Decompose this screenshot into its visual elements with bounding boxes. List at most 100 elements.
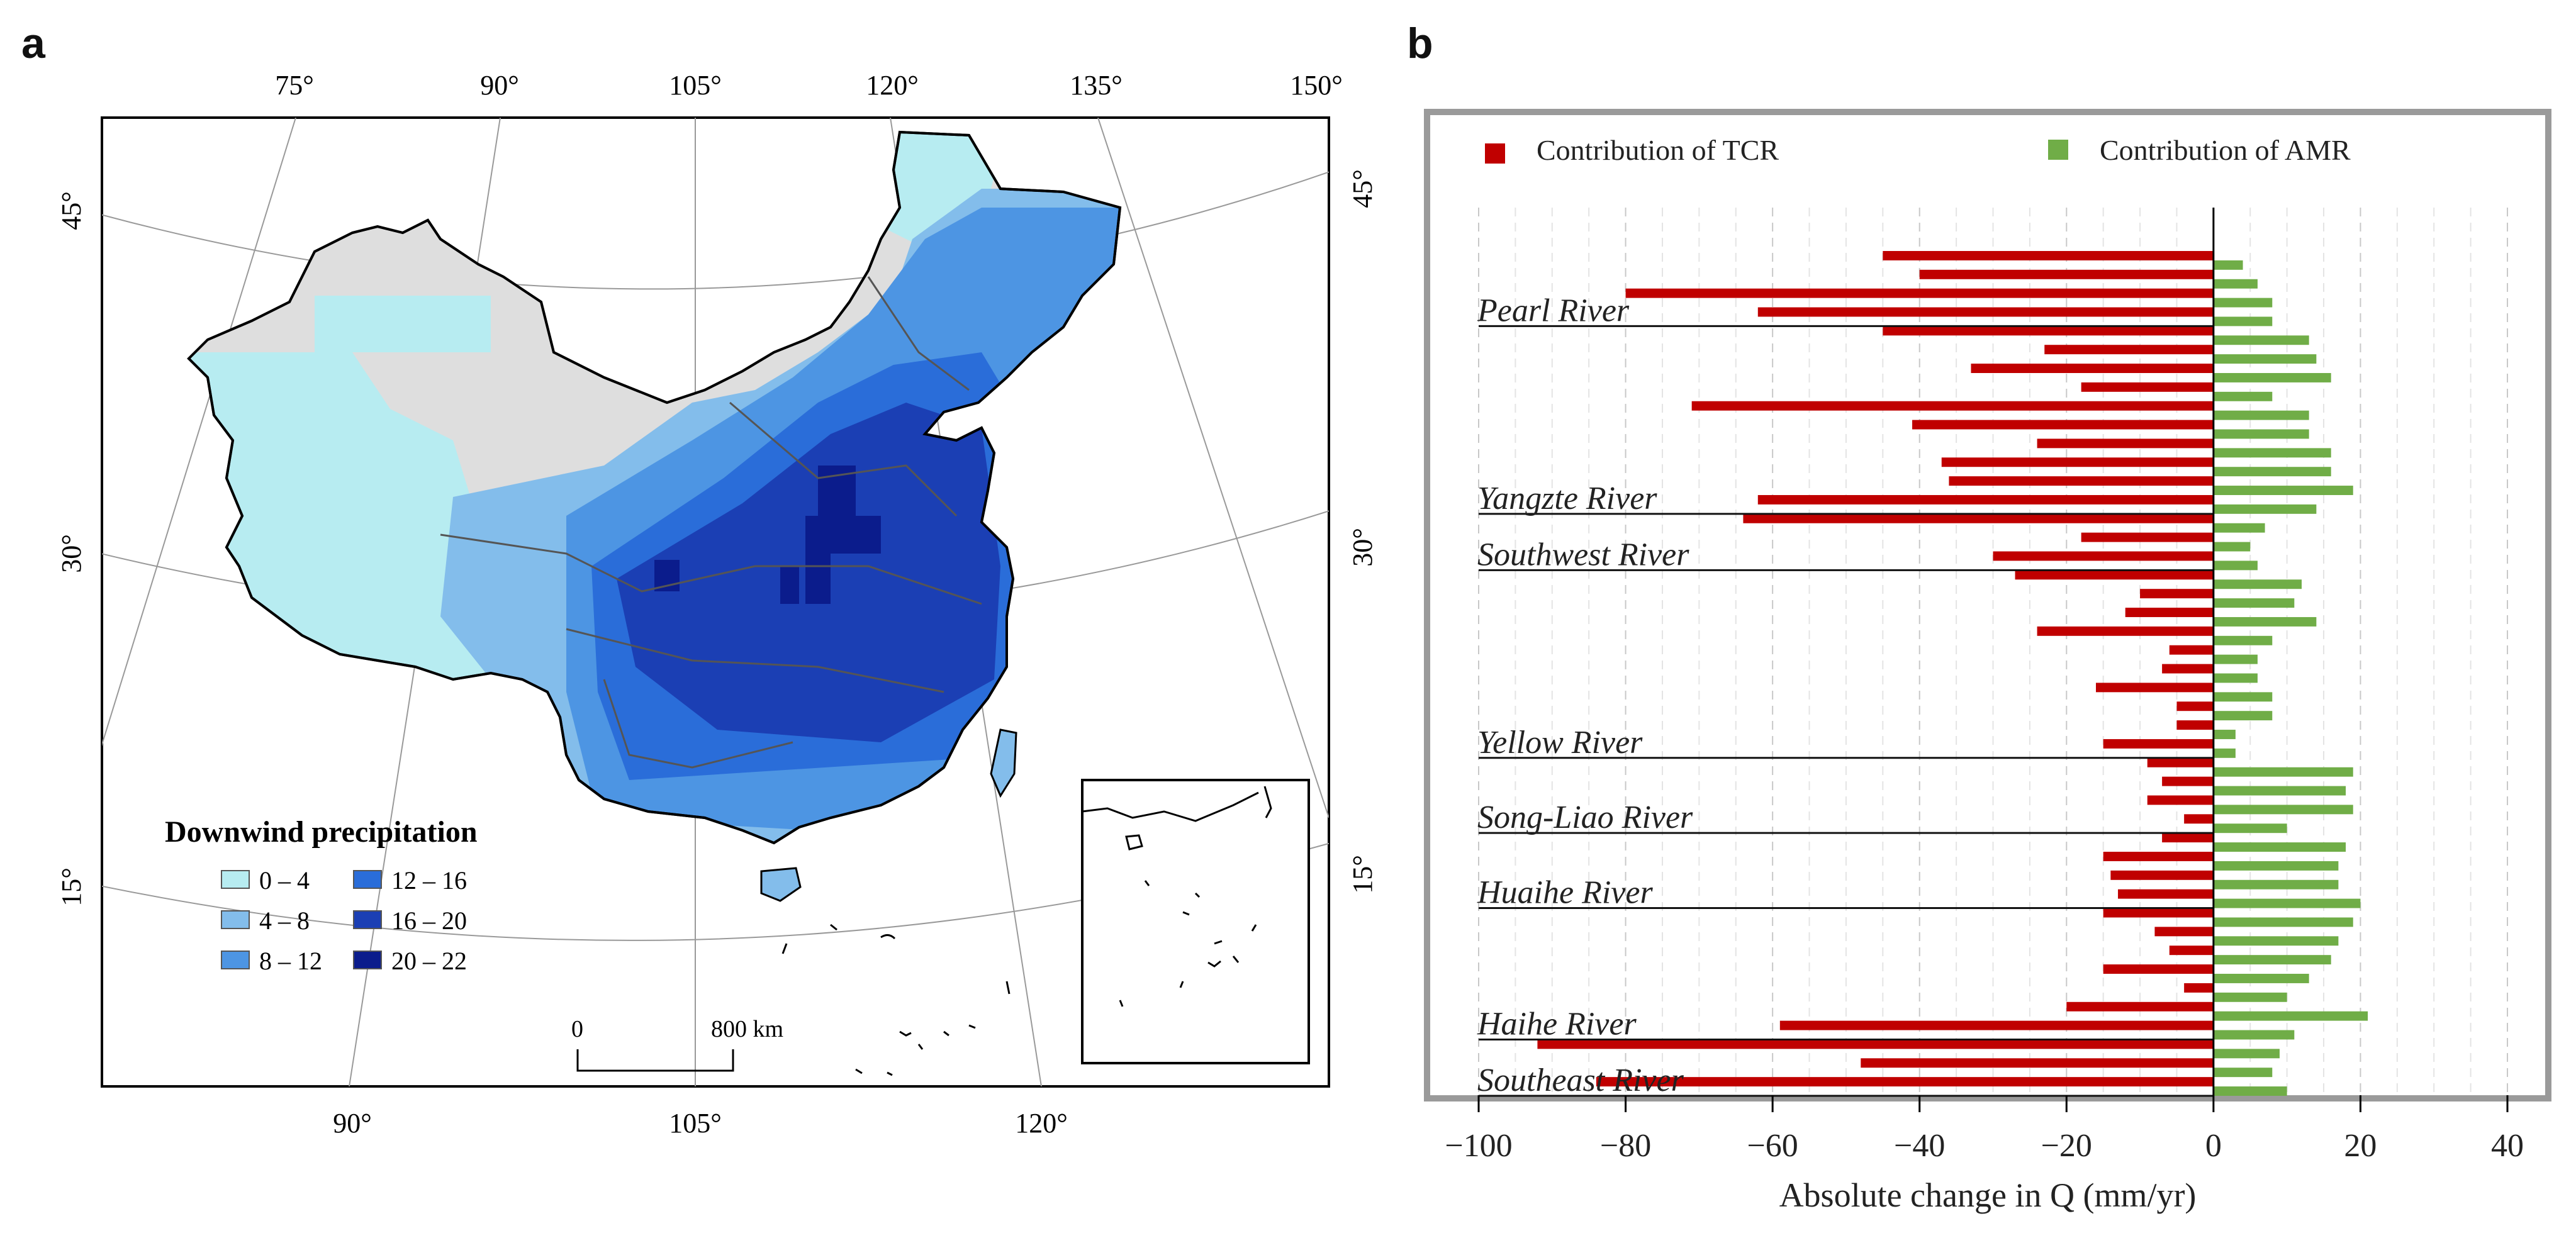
x-tick-label: −60 [1747, 1128, 1798, 1164]
bar-tcr [1691, 401, 2214, 411]
bar-amr [2213, 955, 2331, 965]
x-axis-title: Absolute change in Q (mm/yr) [1779, 1176, 2197, 1214]
bar-tcr [1993, 551, 2214, 561]
basin-label: Pearl River [1477, 293, 1630, 328]
bar-tcr [2184, 983, 2214, 993]
map-right-lat-labels: 45° 30° 15° [1347, 169, 1378, 894]
bar-tcr [2081, 382, 2214, 392]
south-china-sea-inset [1081, 779, 1310, 1064]
chart-legend: Contribution of TCR Contribution of AMR [1485, 134, 2351, 166]
bar-amr [2213, 523, 2265, 533]
x-tick-label: −40 [1894, 1128, 1945, 1164]
bar-tcr [2147, 757, 2214, 767]
inset-coastline [1082, 786, 1272, 1007]
bars [1537, 251, 2368, 1096]
bar-amr [2213, 504, 2317, 514]
hainan-island [760, 867, 802, 902]
bar-tcr [2118, 889, 2214, 899]
x-axis-ticks: −100 −80 −60 −40 −20 0 20 40 [1445, 1095, 2524, 1164]
bar-amr [2213, 616, 2317, 627]
graticule-lat-45 [102, 171, 1329, 290]
basin-boundary-4 [729, 401, 958, 517]
basin-boundary-2 [566, 628, 944, 693]
scale-bar-line [576, 1049, 734, 1072]
map-legend: 0 – 4 4 – 8 8 – 12 12 – 16 16 – 20 20 – … [221, 866, 467, 975]
bar-amr [2213, 879, 2339, 889]
legend-swatch-4 [353, 910, 382, 929]
right-lat-label-30: 30° [1347, 528, 1378, 567]
bar-amr [2213, 279, 2258, 289]
bar-amr [2213, 805, 2353, 815]
bar-tcr [1596, 1077, 2214, 1087]
bar-amr [2213, 579, 2302, 589]
bar-tcr [2081, 532, 2214, 542]
bar-tcr [1625, 288, 2214, 298]
top-lon-label-135: 135° [1070, 70, 1123, 101]
legend-swatch-2 [221, 951, 250, 969]
x-tick-label: 0 [2205, 1128, 2222, 1164]
bar-tcr [2162, 776, 2214, 786]
bar-tcr [2154, 927, 2214, 937]
basin-label: Yangzte River [1477, 481, 1657, 516]
south-sea-islands [781, 923, 1011, 1076]
basin-label: Song-Liao River [1477, 800, 1693, 835]
basin-boundary-5 [867, 276, 970, 391]
scale-bar-start: 0 [571, 1016, 583, 1042]
x-tick-label: −20 [2041, 1128, 2092, 1164]
x-tick-label: 20 [2344, 1128, 2377, 1164]
bar-tcr [2015, 570, 2214, 580]
bar-tcr [1883, 326, 2214, 336]
bar-tcr [2169, 645, 2214, 655]
bar-tcr [2103, 964, 2214, 974]
basin-label: Haihe River [1477, 1006, 1637, 1042]
x-tick-label: −100 [1445, 1128, 1512, 1164]
top-lon-label-120: 120° [866, 70, 919, 101]
graticule-lon-75 [102, 118, 296, 747]
bar-amr [2213, 560, 2258, 571]
bar-tcr [2125, 608, 2214, 617]
bar-amr [2213, 391, 2273, 401]
legend-label-0: 0 – 4 [259, 866, 310, 895]
bar-amr [2213, 1068, 2273, 1078]
bin-20-22-c [780, 566, 799, 604]
bar-amr [2213, 598, 2295, 608]
bar-tcr [1949, 476, 2214, 486]
basin-boundary-1 [440, 533, 982, 605]
basin-labels: Pearl River Yangzte River Southwest River Y… [1477, 293, 2214, 1098]
bar-tcr [2169, 945, 2214, 956]
scale-bar-end: 800 km [711, 1016, 783, 1042]
bar-tcr [1912, 420, 2214, 430]
bar-amr [2213, 1086, 2287, 1096]
bar-tcr [2176, 701, 2214, 711]
bar-amr [2213, 1011, 2368, 1021]
bar-tcr [2147, 795, 2214, 805]
left-lat-label-15: 15° [56, 867, 87, 906]
bar-amr [2213, 635, 2273, 645]
bar-tcr [2184, 814, 2214, 824]
basin-boundary-3 [603, 679, 793, 769]
bar-amr [2213, 467, 2331, 477]
legend-swatch-amr [2048, 140, 2068, 160]
bar-amr [2213, 917, 2353, 927]
legend-label-5: 20 – 22 [391, 947, 467, 975]
bar-amr [2213, 861, 2339, 871]
legend-title: Downwind precipitation [165, 815, 478, 849]
map-top-lon-labels: 75° 90° 105° 120° 135° 150° [275, 70, 1343, 101]
bar-amr [2213, 298, 2273, 308]
taiwan-island [990, 728, 1017, 798]
bar-tcr [2096, 683, 2214, 693]
bar-amr [2213, 260, 2243, 270]
bar-amr [2213, 1030, 2295, 1040]
bar-amr [2213, 730, 2236, 739]
bar-tcr [2103, 908, 2214, 918]
bar-tcr [2037, 626, 2214, 636]
bar-tcr [1971, 364, 2214, 373]
basin-label: Southwest River [1477, 537, 1689, 572]
bar-amr [2213, 1049, 2280, 1059]
map-panel: Downwind precipitation 0 – 4 4 – 8 8 – 1… [56, 70, 1378, 1139]
bar-tcr [1757, 494, 2214, 505]
basin-label: Yellow River [1477, 725, 1643, 761]
legend-label-3: 12 – 16 [391, 866, 467, 895]
china-border [187, 130, 1122, 845]
map-bottom-lon-labels: 90° 105° 120° [333, 1108, 1068, 1139]
